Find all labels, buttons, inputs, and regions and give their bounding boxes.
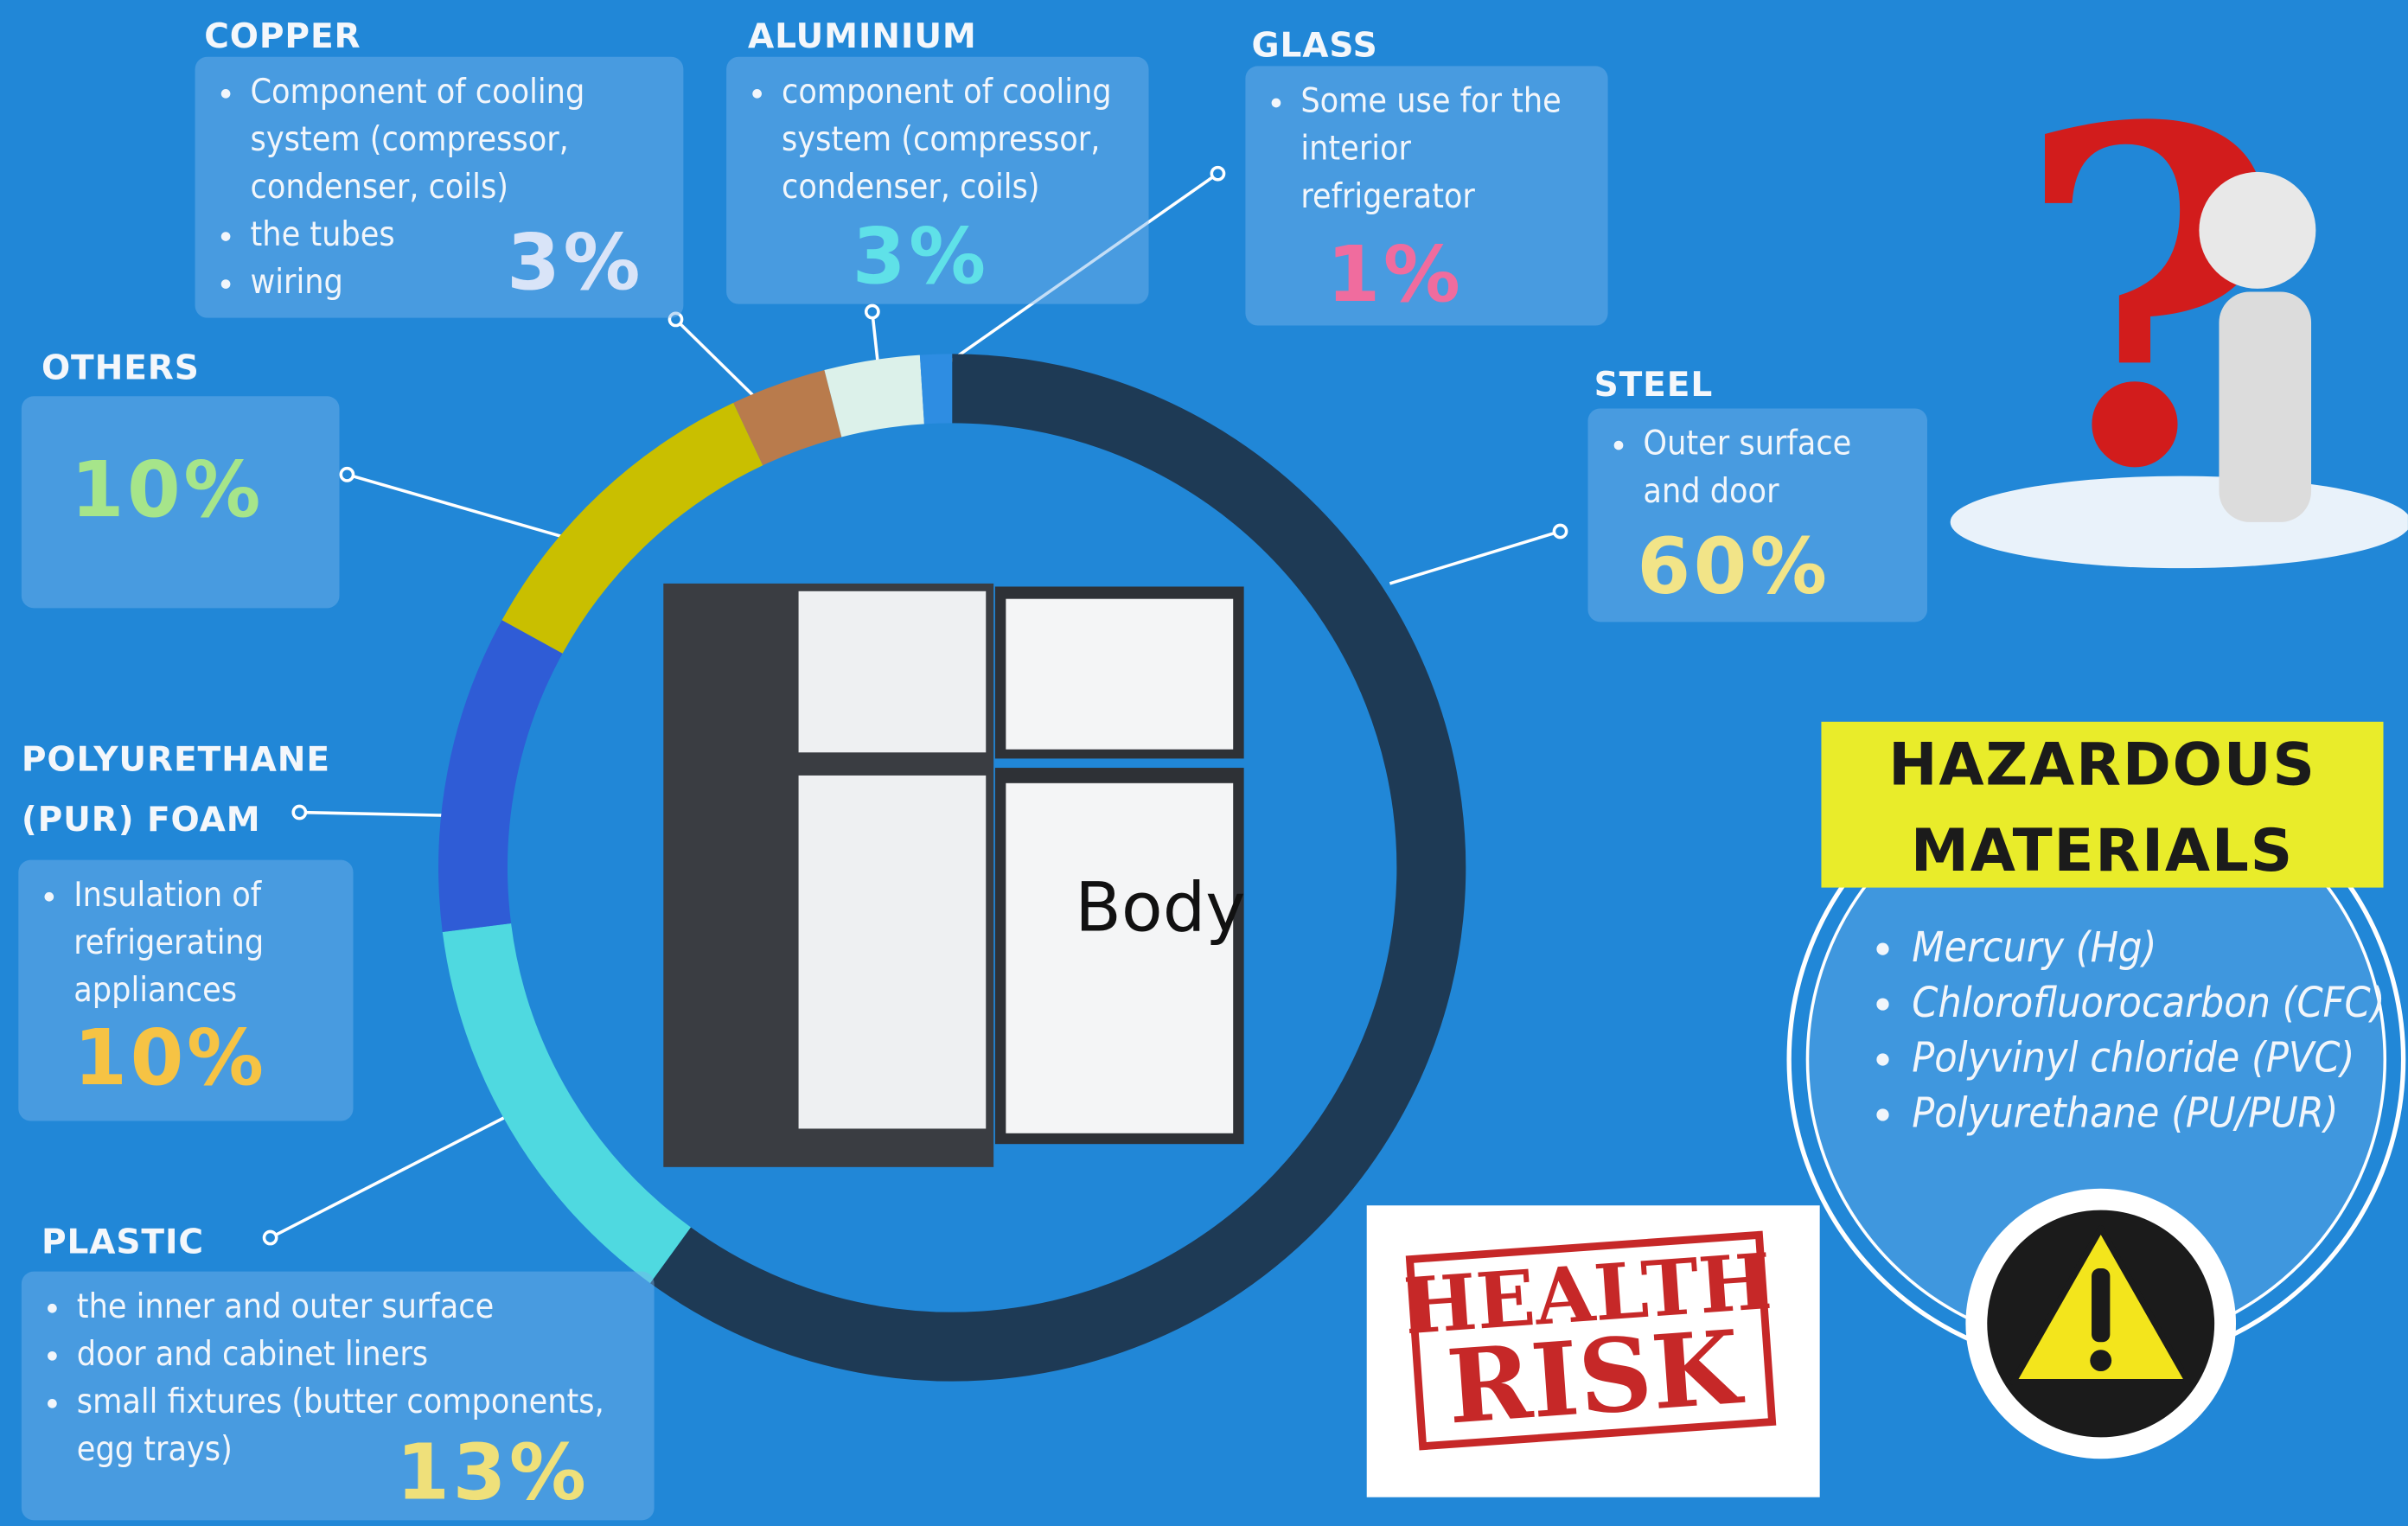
donut-segment: [476, 928, 670, 1255]
panel-list: component of cooling system (compressor,…: [744, 69, 1133, 212]
hazard-item: Polyurethane (PU/PUR): [1912, 1087, 2385, 1142]
figure-body: [2219, 291, 2311, 521]
figure-head: [2199, 172, 2315, 289]
panel-title: POLYURETHANE (PUR) FOAM: [22, 731, 360, 851]
percent-label: 3%: [507, 218, 643, 307]
donut-segment: [748, 404, 833, 434]
donut-segment: [473, 637, 533, 928]
panel-item: Some use for the interior refrigerator: [1300, 79, 1592, 221]
panel-title: STEEL: [1594, 356, 1901, 416]
percent-label: 10%: [71, 445, 264, 534]
panel-title: OTHERS: [42, 340, 410, 399]
hazard-title: HAZARDOUS MATERIALS: [1821, 722, 2383, 888]
warning-icon: [2090, 1350, 2111, 1371]
panel-item: Outer surface and door: [1643, 421, 1912, 516]
hazard-item: Polyvinyl chloride (PVC): [1912, 1032, 2385, 1088]
infographic: ? HEALTHRISK Body HAZARDOUS MATERIALS Me…: [0, 0, 2408, 1526]
hazard-item: Mercury (Hg): [1912, 922, 2385, 977]
panel-list: Outer surface and door: [1606, 421, 1912, 516]
donut-segment: [833, 389, 922, 403]
percent-label: 60%: [1637, 522, 1830, 611]
warning-icon: [2092, 1268, 2110, 1342]
center-label: Body: [1075, 869, 1245, 948]
donut-segment: [922, 388, 952, 389]
panel-item: door and cabinet liners: [77, 1331, 639, 1379]
panel-title: PLASTIC: [42, 1213, 671, 1273]
panel-item: Component of cooling system (compressor,…: [251, 69, 668, 212]
panel-item: component of cooling system (compressor,…: [782, 69, 1134, 212]
panel-list: Some use for the interior refrigerator: [1264, 79, 1593, 221]
panel-list: Insulation of refrigerating appliances: [37, 872, 338, 1015]
percent-label: 3%: [853, 212, 989, 301]
panel-item: the inner and outer surface: [77, 1284, 639, 1331]
percent-label: 13%: [396, 1428, 589, 1517]
panel-item: Insulation of refrigerating appliances: [73, 872, 337, 1015]
stamp-text: RISK: [1443, 1307, 1747, 1447]
hazard-item: Chlorofluorocarbon (CFC): [1912, 977, 2385, 1032]
percent-label: 10%: [73, 1013, 266, 1102]
hazard-list: Mercury (Hg)Chlorofluorocarbon (CFC)Poly…: [1866, 922, 2385, 1143]
percent-label: 1%: [1327, 230, 1464, 319]
